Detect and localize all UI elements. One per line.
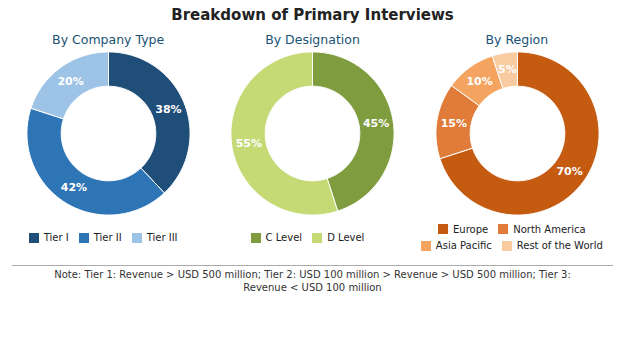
- svg-text:70%: 70%: [556, 165, 582, 178]
- svg-text:10%: 10%: [466, 75, 492, 88]
- svg-text:45%: 45%: [363, 117, 389, 130]
- svg-text:38%: 38%: [155, 103, 181, 116]
- svg-text:42%: 42%: [61, 181, 87, 194]
- html-text:D Level: D Level: [327, 232, 365, 243]
- html-text:Tier II: Tier II: [93, 232, 122, 243]
- svg-text:15%: 15%: [441, 117, 467, 130]
- html-text:By Region: By Region: [485, 32, 549, 47]
- svg-text:20%: 20%: [58, 75, 84, 88]
- html-text:Europe: Europe: [453, 223, 489, 235]
- svg-text:55%: 55%: [236, 137, 262, 150]
- html-text:Rest of the World: Rest of the World: [516, 240, 603, 252]
- html-text:By Designation: By Designation: [265, 32, 360, 47]
- html-text:Breakdown of Primary Interview: Breakdown of Primary Interviews: [171, 6, 454, 24]
- svg-text:5%: 5%: [498, 63, 517, 76]
- html-text:Tier III: Tier III: [146, 232, 178, 243]
- html-text:Note: Tier 1: Revenue > USD 50: Note: Tier 1: Revenue > USD 500 million;…: [54, 269, 571, 293]
- html-text:Tier I: Tier I: [43, 232, 69, 243]
- html-text:Asia Pacific: Asia Pacific: [435, 240, 492, 252]
- html-text:By Company Type: By Company Type: [52, 32, 165, 47]
- html-text:C Level: C Level: [265, 232, 303, 243]
- html-text:North America: North America: [513, 223, 586, 235]
